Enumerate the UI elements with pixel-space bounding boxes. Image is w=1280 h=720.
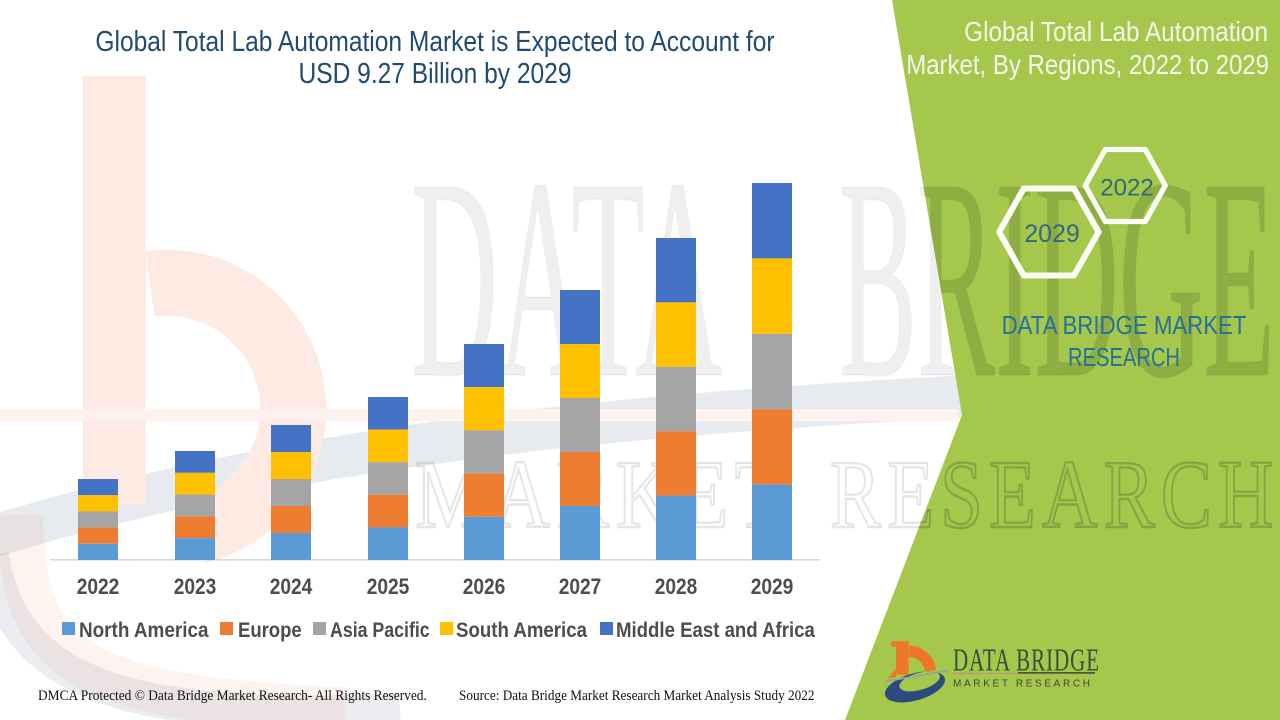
svg-text:2024: 2024	[270, 575, 313, 600]
svg-text:2023: 2023	[174, 575, 217, 600]
svg-text:BRIDGE: BRIDGE	[839, 121, 1275, 438]
svg-text:Global Total Lab Automation: Global Total Lab Automation	[964, 16, 1268, 48]
svg-text:RESEARCH: RESEARCH	[830, 441, 1280, 549]
svg-text:DATA BRIDGE MARKET: DATA BRIDGE MARKET	[1002, 311, 1247, 340]
svg-text:USD 9.27 Billion by 2029: USD 9.27 Billion by 2029	[299, 57, 572, 89]
svg-text:DATA BRIDGE: DATA BRIDGE	[953, 642, 1100, 677]
svg-text:2027: 2027	[559, 575, 602, 600]
svg-text:2028: 2028	[655, 575, 698, 600]
svg-text:DMCA Protected © Data Bridge M: DMCA Protected © Data Bridge Market Rese…	[38, 687, 427, 704]
svg-text:MARKET RESEARCH: MARKET RESEARCH	[953, 679, 1093, 690]
svg-text:2025: 2025	[367, 575, 410, 600]
svg-text:2029: 2029	[1024, 220, 1080, 248]
svg-text:Asia Pacific: Asia Pacific	[330, 619, 430, 643]
svg-text:2022: 2022	[1100, 175, 1153, 202]
svg-text:North America: North America	[79, 619, 209, 642]
svg-text:Market, By Regions, 2022 to 20: Market, By Regions, 2022 to 2029	[906, 51, 1269, 81]
svg-text:2026: 2026	[463, 575, 506, 600]
svg-text:Europe: Europe	[238, 619, 302, 642]
svg-text:South America: South America	[456, 619, 588, 642]
svg-text:Source: Data Bridge Market Res: Source: Data Bridge Market Research Mark…	[459, 687, 814, 704]
svg-text:2029: 2029	[751, 575, 794, 600]
svg-text:Middle East and Africa: Middle East and Africa	[616, 619, 816, 642]
svg-text:Global Total Lab Automation Ma: Global Total Lab Automation Market is Ex…	[95, 25, 774, 57]
svg-text:RESEARCH: RESEARCH	[1068, 343, 1180, 372]
svg-text:2022: 2022	[77, 575, 120, 600]
